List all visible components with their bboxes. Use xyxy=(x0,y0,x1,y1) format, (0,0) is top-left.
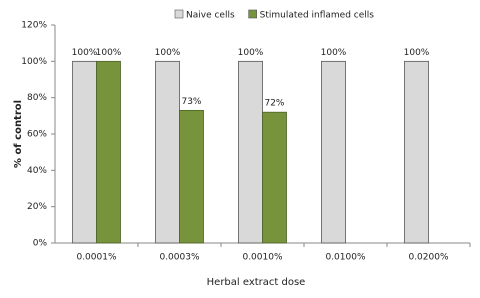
y-tick-label: 0% xyxy=(33,239,48,249)
bar xyxy=(262,111,287,244)
legend-label: Naive cells xyxy=(186,11,235,21)
value-label: 72% xyxy=(264,99,284,109)
y-tick-label: 80% xyxy=(27,93,47,103)
value-label: 73% xyxy=(181,97,201,107)
value-label: 100% xyxy=(321,48,347,58)
y-tick-label: 40% xyxy=(27,166,47,176)
value-label: 100% xyxy=(155,48,181,58)
y-tick-label: 60% xyxy=(27,130,47,140)
y-tick-label: 100% xyxy=(21,57,47,67)
value-label: 100% xyxy=(238,48,264,58)
x-tick-label: 0.0010% xyxy=(242,253,282,263)
value-label: 100% xyxy=(404,48,430,58)
legend-swatch xyxy=(248,9,257,19)
value-label: 100% xyxy=(72,48,98,58)
y-axis-label: % of control xyxy=(13,100,24,168)
y-tick-label: 120% xyxy=(21,21,47,31)
bar xyxy=(179,109,204,244)
x-tick-label: 0.0003% xyxy=(159,253,199,263)
legend-swatch xyxy=(174,9,184,19)
x-axis-label: Herbal extract dose xyxy=(207,277,306,288)
x-tick-label: 0.0001% xyxy=(76,253,116,263)
bar xyxy=(404,60,429,244)
bar xyxy=(238,60,263,244)
bar xyxy=(155,60,180,244)
x-tick-label: 0.0100% xyxy=(325,253,365,263)
bar xyxy=(72,60,97,244)
bar xyxy=(321,60,346,244)
value-label: 100% xyxy=(96,48,122,58)
x-tick-label: 0.0200% xyxy=(408,253,448,263)
legend-label: Stimulated inflamed cells xyxy=(260,11,375,21)
bar xyxy=(96,60,121,244)
y-tick-label: 20% xyxy=(27,202,47,212)
